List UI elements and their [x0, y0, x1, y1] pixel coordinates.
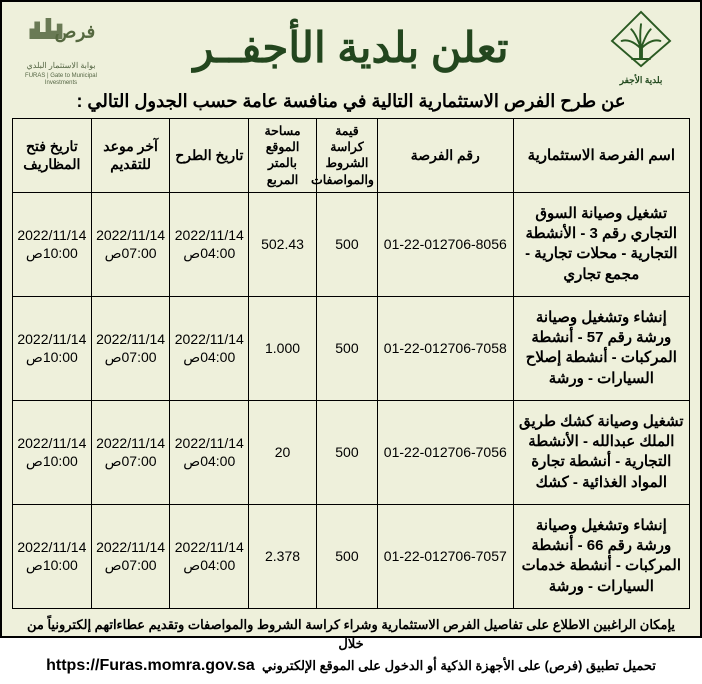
- cell-name: إنشاء وتشغيل وصيانة ورشة رقم 57 - أنشطة …: [513, 296, 689, 400]
- cell-launch-date: 2022/11/1404:00ص: [170, 192, 249, 296]
- table-row: تشغيل وصيانة السوق التجاري رقم 3 - الأنش…: [13, 192, 690, 296]
- cell-area: 20: [249, 400, 317, 504]
- announcement-page: بلدية الأجفر تعلن بلدية الأجفــر فرص بوا…: [0, 0, 702, 638]
- table-row: إنشاء وتشغيل وصيانة ورشة رقم 66 - أنشطة …: [13, 504, 690, 608]
- cell-area: 1.000: [249, 296, 317, 400]
- footer-line2: تحميل تطبيق (فرص) على الأجهزة الذكية أو …: [262, 658, 656, 673]
- cell-deadline: 2022/11/1407:00ص: [91, 296, 170, 400]
- header: بلدية الأجفر تعلن بلدية الأجفــر فرص بوا…: [2, 2, 700, 89]
- cell-launch-date: 2022/11/1404:00ص: [170, 400, 249, 504]
- furas-logo: فرص بوابة الاستثمار البلدي FURAS | Gate …: [16, 10, 106, 87]
- col-area: مساحة الموقع بالمتر المربع: [249, 118, 317, 192]
- cell-number: 01-22-012706-8056: [377, 192, 513, 296]
- cell-area: 502.43: [249, 192, 317, 296]
- cell-launch-date: 2022/11/1404:00ص: [170, 504, 249, 608]
- furas-logo-sub1: بوابة الاستثمار البلدي: [27, 61, 96, 71]
- subtitle: عن طرح الفرص الاستثمارية التالية في مناف…: [2, 89, 700, 118]
- col-opportunity-number: رقم الفرصة: [377, 118, 513, 192]
- cell-number: 01-22-012706-7056: [377, 400, 513, 504]
- col-opening-date: تاريخ فتح المظاريف: [13, 118, 92, 192]
- col-doc-price: قيمة كراسة الشروط والمواصفات: [316, 118, 377, 192]
- cell-name: تشغيل وصيانة كشك طريق الملك عبدالله - ال…: [513, 400, 689, 504]
- footer-line1: يإمكان الراغبين الاطلاع على تفاصيل الفرص…: [14, 615, 688, 654]
- col-deadline: آخر موعد للتقديم: [91, 118, 170, 192]
- table-header-row: اسم الفرصة الاستثمارية رقم الفرصة قيمة ك…: [13, 118, 690, 192]
- skyline-icon: فرص: [26, 10, 96, 59]
- cell-price: 500: [316, 296, 377, 400]
- cell-number: 01-22-012706-7057: [377, 504, 513, 608]
- cell-price: 500: [316, 192, 377, 296]
- cell-name: تشغيل وصيانة السوق التجاري رقم 3 - الأنش…: [513, 192, 689, 296]
- page-title: تعلن بلدية الأجفــر: [106, 25, 596, 71]
- opportunities-table: اسم الفرصة الاستثمارية رقم الفرصة قيمة ك…: [12, 118, 690, 609]
- cell-opening-date: 2022/11/1410:00ص: [13, 400, 92, 504]
- col-launch-date: تاريخ الطرح: [170, 118, 249, 192]
- palm-badge-icon: [606, 10, 676, 73]
- cell-deadline: 2022/11/1407:00ص: [91, 400, 170, 504]
- cell-opening-date: 2022/11/1410:00ص: [13, 192, 92, 296]
- cell-opening-date: 2022/11/1410:00ص: [13, 504, 92, 608]
- footer-url[interactable]: https://Furas.momra.gov.sa: [46, 657, 255, 674]
- col-opportunity-name: اسم الفرصة الاستثمارية: [513, 118, 689, 192]
- table-row: تشغيل وصيانة كشك طريق الملك عبدالله - ال…: [13, 400, 690, 504]
- footer: يإمكان الراغبين الاطلاع على تفاصيل الفرص…: [2, 609, 700, 684]
- cell-area: 2.378: [249, 504, 317, 608]
- cell-number: 01-22-012706-7058: [377, 296, 513, 400]
- svg-text:فرص: فرص: [55, 22, 96, 43]
- cell-launch-date: 2022/11/1404:00ص: [170, 296, 249, 400]
- cell-price: 500: [316, 504, 377, 608]
- opportunities-table-wrap: اسم الفرصة الاستثمارية رقم الفرصة قيمة ك…: [2, 118, 700, 609]
- table-row: إنشاء وتشغيل وصيانة ورشة رقم 57 - أنشطة …: [13, 296, 690, 400]
- cell-deadline: 2022/11/1407:00ص: [91, 504, 170, 608]
- furas-logo-sub2: FURAS | Gate to Municipal Investments: [16, 73, 106, 87]
- cell-name: إنشاء وتشغيل وصيانة ورشة رقم 66 - أنشطة …: [513, 504, 689, 608]
- cell-deadline: 2022/11/1407:00ص: [91, 192, 170, 296]
- cell-opening-date: 2022/11/1410:00ص: [13, 296, 92, 400]
- municipality-logo: بلدية الأجفر: [596, 10, 686, 86]
- municipality-logo-label: بلدية الأجفر: [620, 75, 663, 86]
- cell-price: 500: [316, 400, 377, 504]
